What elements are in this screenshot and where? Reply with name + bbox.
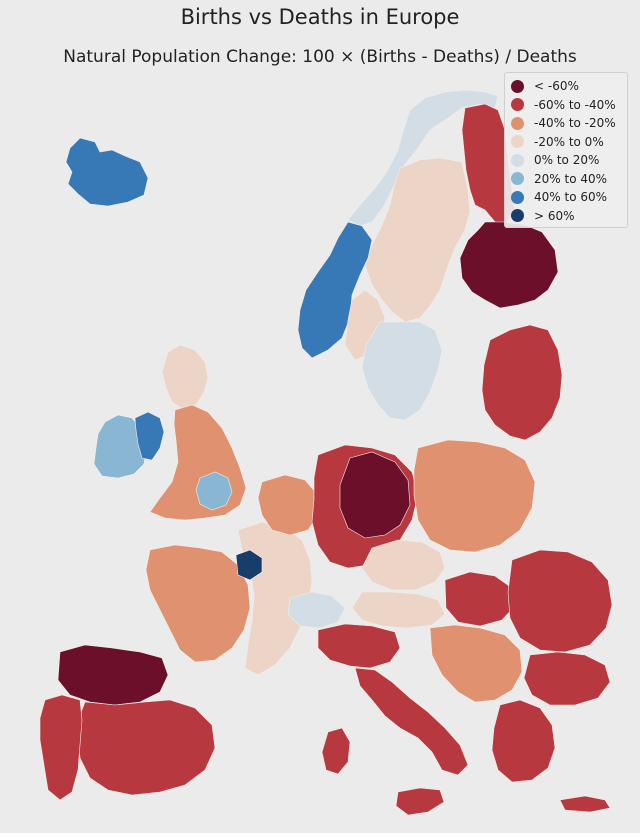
legend-swatch	[511, 172, 524, 186]
region-balkans-west	[429, 624, 523, 703]
region-sardinia	[321, 727, 351, 775]
legend-swatch	[511, 98, 524, 112]
legend-item: 40% to 60%	[511, 188, 623, 207]
region-norway-west	[297, 221, 373, 359]
legend-item: > 60%	[511, 207, 623, 226]
region-crete	[559, 795, 611, 813]
region-switzerland	[287, 591, 346, 629]
legend-label: -20% to 0%	[534, 134, 604, 149]
region-romania	[507, 549, 613, 653]
legend-item: 20% to 40%	[511, 170, 623, 189]
region-portugal	[39, 694, 83, 801]
region-italy-south	[354, 667, 469, 776]
region-sweden-south	[361, 321, 443, 421]
legend-item: -60% to -40%	[511, 96, 623, 115]
chart-subtitle: Natural Population Change: 100 × (Births…	[63, 47, 577, 67]
region-sicily	[395, 787, 445, 816]
legend-swatch	[511, 153, 524, 167]
legend-label: 0% to 20%	[534, 153, 600, 168]
region-dublin	[134, 411, 165, 461]
region-finland-south	[459, 221, 559, 309]
region-sweden-north	[364, 157, 471, 323]
region-spain-south	[77, 699, 216, 796]
region-norway-north	[347, 89, 499, 227]
legend-label: 40% to 60%	[534, 190, 608, 205]
region-paris	[235, 549, 263, 581]
legend-swatch	[511, 209, 524, 223]
region-england	[149, 404, 247, 521]
legend-swatch	[511, 135, 524, 149]
legend-swatch	[511, 190, 524, 204]
region-spain-north	[57, 644, 169, 706]
legend-label: < -60%	[534, 79, 579, 94]
region-bulgaria	[523, 651, 611, 706]
region-scotland	[161, 344, 209, 411]
legend-item: 0% to 20%	[511, 151, 623, 170]
region-france-west	[145, 544, 251, 663]
legend-label: > 60%	[534, 208, 575, 223]
region-iceland	[65, 137, 149, 207]
legend: < -60% -60% to -40% -40% to -20% -20% to…	[504, 72, 628, 228]
region-benelux	[257, 474, 319, 536]
region-hungary	[444, 571, 516, 627]
region-baltics	[481, 324, 563, 441]
region-greece	[491, 699, 556, 783]
legend-swatch	[511, 116, 524, 130]
legend-item: < -60%	[511, 77, 623, 96]
legend-label: 20% to 40%	[534, 171, 608, 186]
region-austria	[351, 591, 446, 629]
region-germany-east	[339, 451, 411, 539]
region-poland	[413, 439, 536, 553]
legend-label: -40% to -20%	[534, 116, 616, 131]
region-italy-north	[317, 623, 401, 669]
legend-label: -60% to -40%	[534, 97, 616, 112]
legend-item: -40% to -20%	[511, 114, 623, 133]
region-czechia	[361, 539, 446, 591]
legend-swatch	[511, 79, 524, 93]
region-london	[195, 471, 233, 511]
region-ireland	[93, 414, 147, 479]
chart-title: Births vs Deaths in Europe	[180, 5, 460, 29]
legend-item: -20% to 0%	[511, 133, 623, 152]
